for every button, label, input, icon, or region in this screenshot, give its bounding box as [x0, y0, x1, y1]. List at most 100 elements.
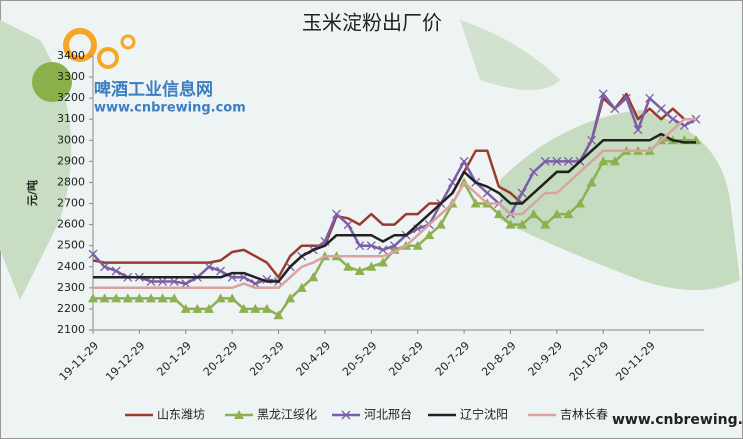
legend-label: 吉林长春 — [560, 408, 608, 422]
point-marker — [238, 303, 249, 313]
point-marker — [540, 219, 551, 229]
point-marker — [551, 209, 562, 219]
point-marker — [215, 293, 226, 303]
point-marker — [517, 219, 528, 229]
point-marker — [285, 293, 296, 303]
point-marker — [563, 156, 573, 166]
point-marker — [169, 277, 179, 286]
point-marker — [88, 249, 98, 259]
point-marker — [552, 156, 562, 166]
y-tick-label: 2100 — [57, 323, 85, 336]
point-marker — [609, 156, 620, 166]
logo — [120, 34, 136, 50]
point-marker — [435, 219, 446, 229]
y-axis-label: 元/吨 — [25, 180, 39, 206]
point-marker — [377, 257, 388, 267]
point-marker — [250, 303, 261, 313]
point-marker — [100, 262, 110, 272]
series-line — [93, 117, 696, 290]
point-marker — [540, 156, 550, 166]
point-marker — [227, 293, 238, 303]
map-shape — [460, 20, 560, 90]
point-marker — [390, 241, 399, 251]
watermark: 啤酒工业信息网 — [94, 79, 213, 100]
point-marker — [575, 198, 586, 208]
y-tick-label: 2300 — [57, 281, 85, 294]
point-marker — [158, 277, 168, 286]
point-marker — [412, 240, 423, 250]
point-marker — [122, 293, 133, 303]
point-marker — [88, 293, 98, 303]
point-marker — [261, 303, 272, 313]
point-marker — [598, 89, 608, 99]
y-tick-label: 2800 — [57, 175, 85, 188]
y-tick-label: 2600 — [57, 218, 85, 231]
point-marker — [610, 104, 620, 114]
logo — [32, 62, 72, 102]
point-marker — [343, 220, 353, 230]
point-marker — [332, 209, 341, 219]
map-shape — [500, 110, 740, 290]
point-marker — [668, 114, 678, 124]
legend-label: 山东潍坊 — [157, 407, 205, 422]
point-marker — [633, 125, 643, 135]
point-marker — [146, 277, 156, 286]
point-marker — [134, 293, 145, 303]
y-tick-label: 3400 — [57, 49, 85, 62]
point-marker — [529, 167, 539, 177]
point-marker — [366, 261, 377, 271]
point-marker — [180, 303, 191, 313]
point-marker — [656, 104, 666, 114]
point-marker — [192, 303, 203, 313]
y-tick-label: 2700 — [57, 197, 85, 210]
point-marker — [157, 293, 168, 303]
point-marker — [563, 209, 574, 219]
point-marker — [621, 93, 631, 103]
point-marker — [645, 93, 655, 103]
point-marker — [99, 293, 110, 303]
point-marker — [203, 303, 214, 313]
watermark: www.cnbrewing.com — [612, 412, 743, 428]
y-tick-label: 3200 — [57, 91, 85, 104]
y-tick-label: 3100 — [57, 112, 85, 125]
point-marker — [341, 410, 351, 420]
legend-label: 辽宁沈阳 — [460, 407, 508, 422]
point-marker — [234, 410, 244, 419]
legend-label: 河北邢台 — [364, 407, 412, 422]
point-marker — [598, 156, 609, 166]
point-marker — [459, 156, 469, 166]
point-marker — [273, 310, 284, 320]
y-tick-label: 3000 — [57, 133, 85, 146]
series-line — [93, 132, 696, 283]
point-marker — [424, 230, 435, 240]
point-marker — [470, 198, 481, 208]
point-marker — [493, 209, 504, 219]
point-marker — [181, 279, 191, 289]
point-marker — [204, 262, 214, 272]
y-tick-label: 2900 — [57, 154, 85, 167]
point-marker — [366, 241, 376, 251]
point-marker — [354, 265, 365, 275]
point-marker — [343, 261, 354, 271]
watermark: www.cnbrewing.com — [94, 101, 246, 116]
point-marker — [169, 293, 180, 303]
point-marker — [482, 188, 492, 198]
y-tick-label: 3300 — [57, 70, 85, 83]
point-marker — [308, 272, 319, 282]
point-marker — [111, 293, 122, 303]
chart-title: 玉米淀粉出厂价 — [302, 11, 442, 35]
point-marker — [587, 135, 597, 145]
logo — [97, 47, 119, 69]
point-marker — [111, 266, 121, 276]
point-marker — [505, 219, 516, 229]
point-marker — [448, 178, 457, 187]
point-marker — [296, 282, 307, 292]
point-marker — [145, 293, 156, 303]
y-tick-label: 2400 — [57, 260, 85, 273]
legend-label: 黑龙江绥化 — [257, 408, 317, 422]
point-marker — [378, 245, 388, 255]
point-marker — [586, 177, 597, 187]
point-marker — [528, 209, 539, 219]
